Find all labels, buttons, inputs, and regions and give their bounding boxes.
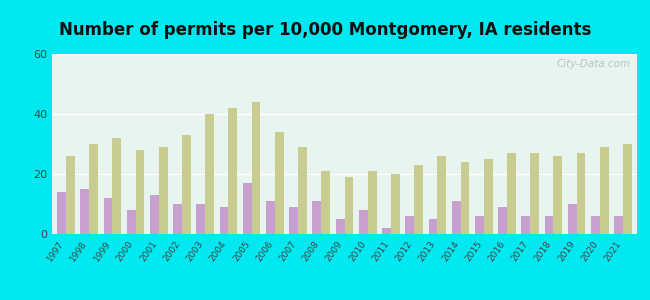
Bar [452, 201, 461, 234]
Bar [103, 198, 112, 234]
Bar [173, 204, 182, 234]
Bar [475, 216, 484, 234]
Bar [127, 210, 136, 234]
Bar [89, 144, 98, 234]
Bar [220, 207, 228, 234]
Bar [266, 201, 275, 234]
Bar [568, 204, 577, 234]
Bar [623, 144, 632, 234]
Bar [344, 177, 354, 234]
Bar [391, 174, 400, 234]
Bar [298, 147, 307, 234]
Bar [545, 216, 553, 234]
Bar [321, 171, 330, 234]
Bar [228, 108, 237, 234]
Bar [159, 147, 168, 234]
Bar [498, 207, 507, 234]
Bar [313, 201, 321, 234]
Bar [359, 210, 368, 234]
Bar [275, 132, 283, 234]
Bar [521, 216, 530, 234]
Bar [112, 138, 121, 234]
Bar [243, 183, 252, 234]
Bar [507, 153, 516, 234]
Bar [437, 156, 446, 234]
Bar [414, 165, 423, 234]
Bar [428, 219, 437, 234]
Bar [614, 216, 623, 234]
Bar [406, 216, 414, 234]
Bar [289, 207, 298, 234]
Bar [66, 156, 75, 234]
Bar [252, 102, 261, 234]
Bar [182, 135, 191, 234]
Bar [577, 153, 586, 234]
Bar [461, 162, 469, 234]
Text: City-Data.com: City-Data.com [557, 59, 631, 69]
Bar [335, 219, 345, 234]
Bar [591, 216, 600, 234]
Bar [150, 195, 159, 234]
Bar [81, 189, 89, 234]
Bar [136, 150, 144, 234]
Bar [530, 153, 539, 234]
Bar [57, 192, 66, 234]
Bar [196, 204, 205, 234]
Text: Number of permits per 10,000 Montgomery, IA residents: Number of permits per 10,000 Montgomery,… [58, 21, 592, 39]
Bar [205, 114, 214, 234]
Bar [553, 156, 562, 234]
Bar [600, 147, 608, 234]
Bar [382, 228, 391, 234]
Bar [484, 159, 493, 234]
Bar [368, 171, 376, 234]
